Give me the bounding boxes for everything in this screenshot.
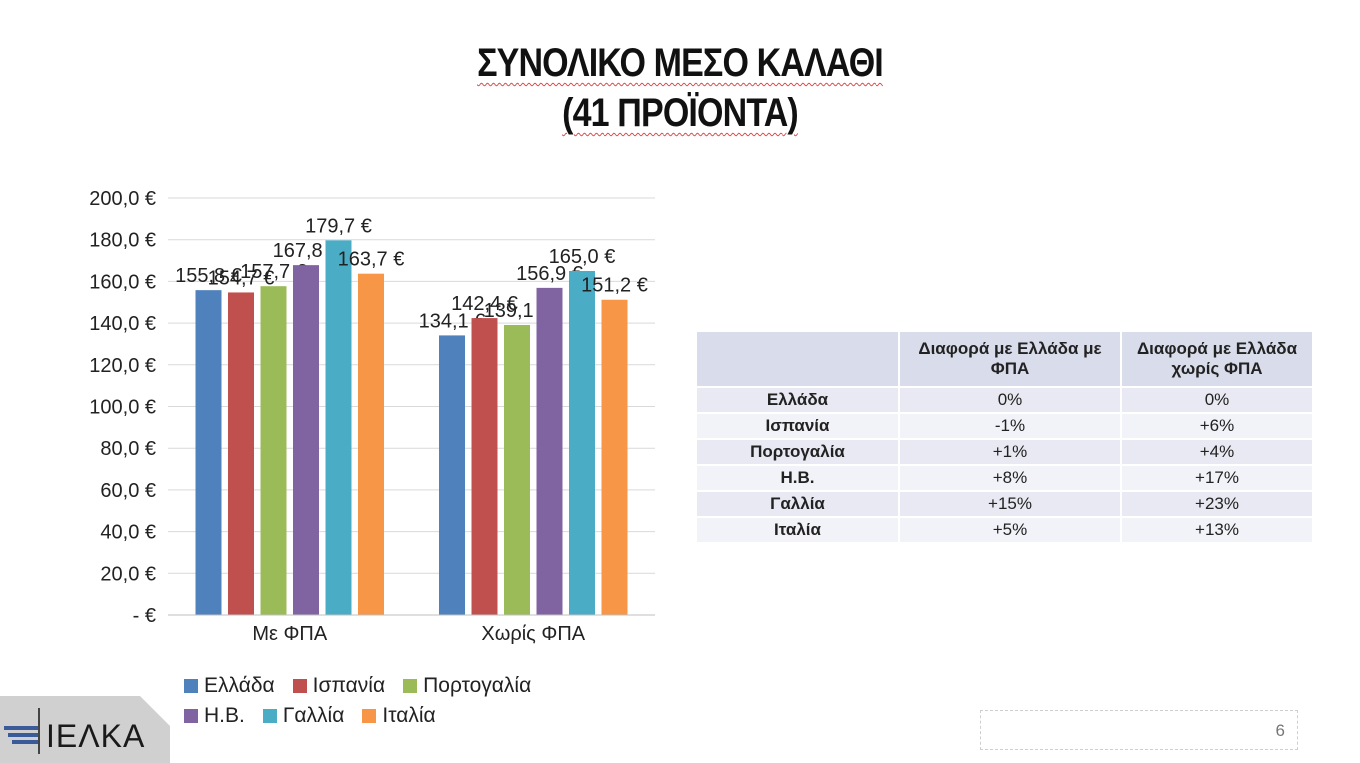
table-header-row: Διαφορά με Ελλάδα με ΦΠΑ Διαφορά με Ελλά… [695,330,1314,388]
logo-text: ΙΕΛΚΑ [46,718,146,754]
bar [439,335,465,615]
y-tick-label: 140,0 € [89,313,156,335]
legend-swatch [262,709,277,723]
y-tick-label: 160,0 € [89,271,156,293]
legend-row: Ελλάδα Ισπανία Πορτογαλία [184,671,604,701]
table-row: Πορτογαλία +1% +4% [695,438,1314,466]
bar [536,287,563,615]
table-cell-with-vat: +5% [898,516,1122,544]
table-cell-country: Η.Β. [695,464,900,492]
table-cell-country: Γαλλία [695,490,900,518]
page-number-box: 6 [980,710,1298,750]
data-label: 142,4 € [451,293,518,315]
table-cell-country: Ελλάδα [695,386,900,414]
bar [601,299,628,615]
bar [325,240,352,615]
legend-item: Γαλλία [262,704,345,728]
table-row: Ισπανία -1% +6% [695,412,1314,440]
data-label: 151,2 € [581,275,648,297]
bar [569,270,595,615]
table-header-without-vat: Διαφορά με Ελλάδα χωρίς ΦΠΑ [1120,330,1314,388]
bar [504,324,530,615]
x-tick-label: Με ΦΠΑ [252,623,328,645]
legend-item: Η.Β. [184,704,245,728]
logo-mark-icon [4,708,40,754]
table-cell-country: Πορτογαλία [695,438,900,466]
legend-swatch [292,679,307,693]
bar [471,318,498,615]
table-row: Γαλλία +15% +23% [695,490,1314,518]
data-label: 134,1 € [419,310,486,332]
data-label: 156,9 € [516,263,583,285]
y-tick-label: 80,0 € [100,438,156,460]
legend-item: Πορτογαλία [403,674,531,698]
data-label: 163,7 € [338,249,405,271]
y-tick-label: 100,0 € [89,397,156,419]
data-label: 139,1 € [484,300,551,322]
legend-swatch [403,679,418,693]
data-label: 165,0 € [549,246,616,268]
table-cell-country: Ισπανία [695,412,900,440]
data-label: 167,8 € [273,240,340,262]
bar-chart: - € 20,0 € 40,0 € 60,0 € 80,0 € 100,0 € 120,0 … [89,188,655,645]
table-cell-without-vat: +6% [1120,412,1314,440]
legend-row: Η.Β. Γαλλία Ιταλία [184,701,604,731]
legend-label: Γαλλία [282,704,345,727]
slide-title-line2: (41 ΠΡΟΪΟΝΤΑ) [562,91,799,135]
ielka-logo: ΙΕΛΚΑ [0,696,170,763]
x-tick-label: Χωρίς ΦΠΑ [481,623,585,645]
legend-swatch [184,709,198,723]
y-tick-label: 180,0 € [89,230,156,252]
legend-item: Ισπανία [292,674,386,698]
data-label: 157,7 € [240,261,307,283]
table-cell-with-vat: +8% [898,464,1122,492]
y-tick-label: 40,0 € [100,522,156,544]
data-label: 179,7 € [305,215,372,237]
bar [293,265,319,615]
bar [358,273,384,615]
difference-table: Διαφορά με Ελλάδα με ΦΠΑ Διαφορά με Ελλά… [695,330,1314,544]
chart-legend: Ελλάδα Ισπανία Πορτογαλία Η.Β. Γαλλία Ιταλία [184,671,604,731]
table-header-corner [695,330,900,388]
table-row: Ιταλία +5% +13% [695,516,1314,544]
legend-label: Ελλάδα [204,674,275,697]
slide-title-line1: ΣΥΝΟΛΙΚΟ ΜΕΣΟ ΚΑΛΑΘΙ [477,41,884,85]
table-header-with-vat: Διαφορά με Ελλάδα με ΦΠΑ [898,330,1122,388]
y-tick-label: 20,0 € [100,563,156,585]
data-label: 155,8 € [175,265,242,287]
table-row: Ελλάδα 0% 0% [695,386,1314,414]
y-tick-label: 60,0 € [100,480,156,502]
y-tick-label: - € [133,605,156,627]
table-cell-with-vat: +1% [898,438,1122,466]
legend-swatch [362,709,377,723]
table-cell-without-vat: 0% [1120,386,1314,414]
legend-item: Ελλάδα [184,674,275,698]
data-label: 154,7 € [208,267,275,289]
table-cell-without-vat: +13% [1120,516,1314,544]
bar [260,286,287,615]
table-cell-with-vat: 0% [898,386,1122,414]
legend-label: Η.Β. [204,704,245,727]
table-cell-without-vat: +17% [1120,464,1314,492]
bar [228,292,254,615]
legend-swatch [184,679,198,693]
table-cell-with-vat: -1% [898,412,1122,440]
table-cell-without-vat: +4% [1120,438,1314,466]
y-tick-label: 120,0 € [89,355,156,377]
bar [195,290,222,615]
table-cell-with-vat: +15% [898,490,1122,518]
legend-label: Ισπανία [312,674,386,697]
table-cell-without-vat: +23% [1120,490,1314,518]
legend-label: Πορτογαλία [423,674,532,697]
table-cell-country: Ιταλία [695,516,900,544]
y-tick-label: 200,0 € [89,188,156,210]
table-row: Η.Β. +8% +17% [695,464,1314,492]
legend-label: Ιταλία [382,704,436,727]
page-number: 6 [1275,721,1285,740]
legend-item: Ιταλία [362,704,436,728]
slide-title: ΣΥΝΟΛΙΚΟ ΜΕΣΟ ΚΑΛΑΘΙ (41 ΠΡΟΪΟΝΤΑ) [102,38,1258,138]
